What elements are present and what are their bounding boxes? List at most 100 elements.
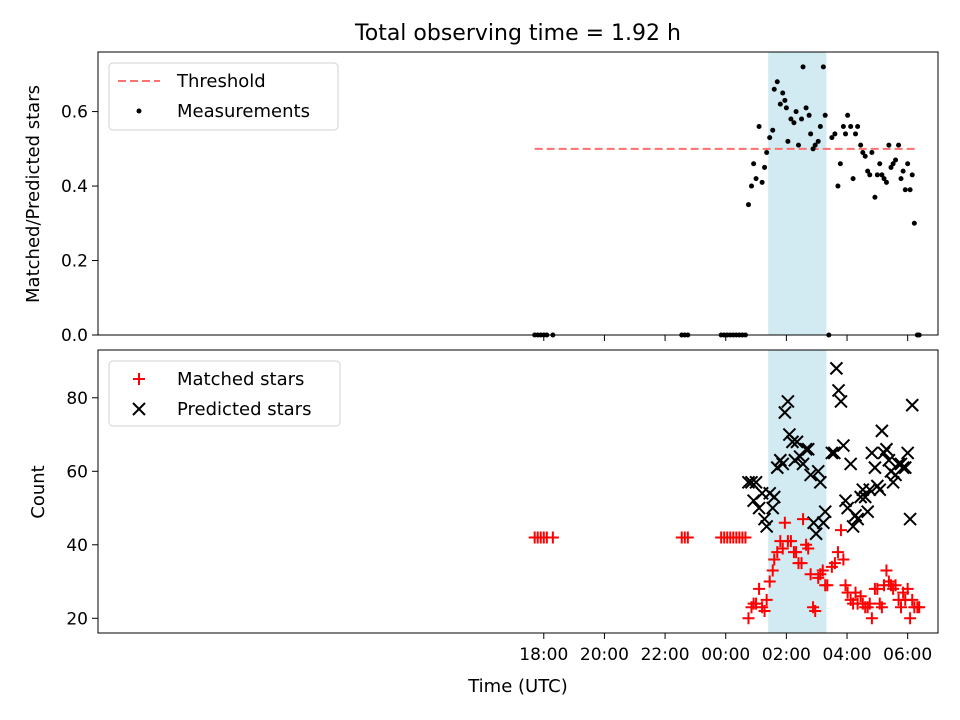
measurement-point [843,131,849,137]
predicted-star-point [757,512,772,526]
predicted-star-point [801,442,815,456]
predicted-star-point [858,490,872,504]
legend-matched-swatch [133,373,145,385]
measurement-point [853,131,859,137]
matched-star-point [875,601,888,614]
matched-star-point [795,557,808,570]
measurement-point [762,164,768,170]
matched-star-point [828,557,841,570]
measurement-point [749,183,755,189]
predicted-star-point [766,501,780,515]
y-tick-label: 0.6 [61,103,88,123]
y-tick-label: 40 [66,536,88,556]
predicted-star-point [853,490,868,504]
predicted-star-point [813,475,828,490]
x-tick-label: 06:00 [883,645,932,665]
matched-star-point [766,564,779,577]
predicted-star-point [811,464,825,478]
matched-star-point [776,542,789,555]
measurement-point [877,161,883,167]
predicted-star-point [803,468,818,482]
measurement-point [858,142,864,148]
matched-star-point [758,604,771,617]
measurement-point [771,86,777,92]
measurement-point [867,172,873,178]
predicted-star-point [752,501,766,515]
measurement-point [888,164,894,170]
bottom-legend: Matched stars Predicted stars [108,360,341,427]
predicted-star-point [863,482,877,497]
top-y-axis-ticks: 0.0 0.2 0.4 0.6 [61,103,98,346]
measurement-point [791,120,797,126]
y-tick-label: 0.0 [61,326,88,346]
measurement-point [893,157,899,163]
matched-star-point [546,531,559,544]
legend-threshold-label: Threshold [176,71,266,92]
predicted-star-point [806,516,821,530]
measurement-point [902,187,908,193]
measurement-point [808,131,814,137]
predicted-star-points [741,361,919,541]
matched-star-point [742,612,755,625]
matched-star-point [901,582,914,595]
measurement-point [756,123,762,129]
bottom-observing-window [768,350,827,633]
y-tick-label: 0.4 [61,177,88,197]
matched-star-point [802,542,815,555]
measurement-point [753,176,759,182]
predicted-star-point [875,424,889,438]
matched-star-point [763,575,776,588]
x-tick-label: 20:00 [580,645,629,665]
predicted-star-point [838,493,853,508]
matched-star-point [790,546,803,559]
predicted-star-point [848,508,863,523]
measurement-points [532,64,922,338]
measurement-point [881,176,887,182]
measurement-point [782,97,788,103]
y-tick-label: 80 [66,389,88,409]
matched-star-point [831,546,844,559]
measurement-point [796,142,802,148]
predicted-star-point [816,516,831,530]
predicted-star-point [896,460,910,475]
measurement-point [860,150,866,156]
matched-star-point [809,604,822,617]
measurement-point [777,101,783,107]
measurement-point [785,138,791,144]
measurement-point [840,123,846,129]
top-plot-frame [97,51,939,336]
matched-star-point [778,516,791,529]
measurement-point [793,109,799,115]
predicted-star-point [879,442,894,456]
bottom-y-axis-ticks: 20 40 60 80 [66,389,98,629]
measurement-point [810,146,816,152]
measurement-point [874,172,880,178]
measurement-point [780,90,786,96]
measurement-point [900,168,906,174]
predicted-star-point [759,519,774,534]
measurement-point [879,172,885,178]
x-tick-label: 22:00 [641,645,690,665]
predicted-star-point [882,453,896,467]
matched-star-point [871,582,884,595]
matched-star-point [768,553,781,566]
predicted-star-point [873,482,887,497]
matched-star-point [837,553,850,566]
predicted-star-point [818,505,832,519]
predicted-star-point [809,527,823,541]
legend-predicted-swatch [132,402,146,416]
predicted-star-point [865,446,879,460]
matched-star-point [913,601,926,614]
matched-star-points [528,513,926,625]
bottom-panel: 20 40 60 80 18:00 20:00 22:00 00:00 02:00 04:00 0… [28,349,939,697]
top-legend: Threshold Measurements [108,62,339,131]
matched-star-point [904,612,917,625]
predicted-star-point [790,435,804,449]
predicted-star-point [905,398,919,412]
measurement-point [822,112,828,118]
matched-star-point [834,524,847,537]
measurement-point [855,123,861,129]
measurement-point [817,123,823,129]
measurement-point [883,179,889,185]
